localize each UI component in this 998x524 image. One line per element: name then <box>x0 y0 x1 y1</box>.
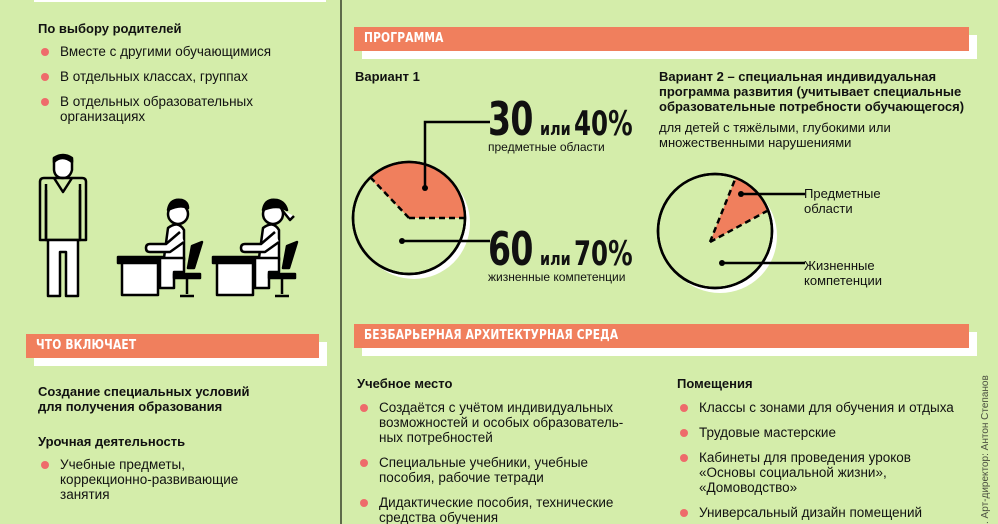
variant1-pie-chart <box>351 120 490 279</box>
subject-areas-slice <box>370 162 465 218</box>
variant1-subject-stat: 30 или 40% предметные области <box>488 96 648 155</box>
bullet-dot-icon <box>680 509 688 517</box>
life-percent: 70% <box>574 234 634 274</box>
premises-list: Классы с зонами для обучения и отдыха Тр… <box>677 400 972 520</box>
list-item: Универсальный дизайн помещений <box>677 505 972 520</box>
subject-percent: 40% <box>574 104 634 144</box>
legend-life-competencies: Жизненные компетенции <box>804 258 883 288</box>
parents-choice-title: По выбору родителей <box>38 21 182 36</box>
lesson-activity-list: Учебные предметы, коррекционно-развивающ… <box>38 457 278 502</box>
bullet-dot-icon <box>41 48 49 56</box>
boy-at-desk-icon <box>116 198 204 298</box>
bullet-dot-icon <box>41 461 49 469</box>
teacher-standing-icon <box>38 153 88 298</box>
barrier-free-banner: БЕЗБАРЬЕРНАЯ АРХИТЕКТУРНАЯ СРЕДА <box>354 324 977 356</box>
program-banner: ПРОГРАММА <box>354 27 977 59</box>
girl-at-desk-icon <box>211 198 299 298</box>
includes-banner-label: ЧТО ВКЛЮЧАЕТ <box>36 338 137 353</box>
list-item: Дидактические пособия, технические средс… <box>357 495 617 524</box>
lesson-activity-title: Урочная деятельность <box>38 434 186 449</box>
life-label: жизненные компетенции <box>488 270 626 284</box>
variant1-title: Вариант 1 <box>355 69 420 84</box>
includes-subtitle: Создание специальных условий для получен… <box>38 384 250 414</box>
list-item: Кабинеты для проведения уроков «Основы с… <box>677 450 927 495</box>
variant2-title: Вариант 2 – специальная индивидуальная п… <box>659 69 965 114</box>
premises-section: Помещения Классы с зонами для обучения и… <box>677 376 977 524</box>
list-item: Трудовые мастерские <box>677 425 972 440</box>
bullet-dot-icon <box>680 454 688 462</box>
bullet-dot-icon <box>680 429 688 437</box>
list-item: Классы с зонами для обучения и отдыха <box>677 400 972 415</box>
bullet-dot-icon <box>680 404 688 412</box>
workplace-list: Создаётся с учётом индивидуальных возмож… <box>357 400 647 524</box>
top-strip <box>34 0 326 2</box>
column-divider <box>340 0 342 524</box>
variant2-description: для детей с тяжёлыми, глубокими или множ… <box>659 120 891 150</box>
barrier-free-banner-label: БЕЗБАРЬЕРНАЯ АРХИТЕКТУРНАЯ СРЕДА <box>364 328 619 343</box>
bullet-dot-icon <box>360 499 368 507</box>
list-item: В отдельных классах, группах <box>38 69 328 84</box>
parents-choice-list: Вместе с другими обучающимися В отдельны… <box>38 44 328 124</box>
bullet-dot-icon <box>360 459 368 467</box>
parents-choice-section: По выбору родителей Вместе с другими обу… <box>38 21 328 134</box>
list-item: Создаётся с учётом индивидуальных возмож… <box>357 400 627 445</box>
credit-text: . Арт-директор: Антон Степанов <box>980 375 991 524</box>
life-number: 60 <box>488 222 533 276</box>
list-item: В отдельных образовательных организациях <box>38 94 278 124</box>
variant2-pie-chart <box>656 172 805 293</box>
workplace-section: Учебное место Создаётся с учётом индивид… <box>357 376 657 524</box>
bullet-dot-icon <box>41 73 49 81</box>
variant1-life-stat: 60 или 70% жизненные компетенции <box>488 226 648 285</box>
bullet-dot-icon <box>360 404 368 412</box>
list-item: Специальные учебники, учебные пособия, р… <box>357 455 647 485</box>
subject-number: 30 <box>488 92 533 146</box>
list-item: Учебные предметы, коррекционно-развивающ… <box>38 457 278 502</box>
program-banner-label: ПРОГРАММА <box>364 31 444 46</box>
includes-banner: ЧТО ВКЛЮЧАЕТ <box>26 334 327 366</box>
classroom-illustration <box>38 153 299 298</box>
list-item: Вместе с другими обучающимися <box>38 44 328 59</box>
includes-section: Создание специальных условий для получен… <box>38 384 328 512</box>
workplace-title: Учебное место <box>357 376 453 391</box>
legend-subject-areas: Предметные области <box>804 186 881 216</box>
subject-label: предметные области <box>488 140 605 154</box>
bullet-dot-icon <box>41 98 49 106</box>
premises-title: Помещения <box>677 376 753 391</box>
